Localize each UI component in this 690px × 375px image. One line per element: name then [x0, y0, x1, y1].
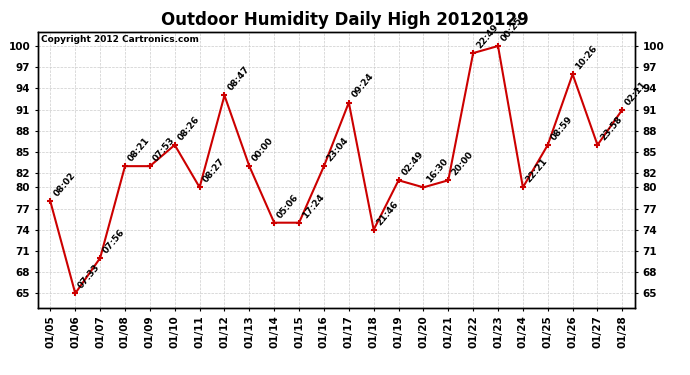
Text: 17:24: 17:24 — [300, 192, 326, 220]
Text: 23:04: 23:04 — [325, 136, 351, 164]
Text: 02:49: 02:49 — [400, 150, 425, 177]
Text: 02:11: 02:11 — [624, 79, 649, 107]
Text: 08:47: 08:47 — [226, 65, 251, 93]
Text: 20:00: 20:00 — [450, 150, 475, 177]
Text: 00:00: 00:00 — [250, 136, 276, 164]
Text: Outdoor Humidity Daily High 20120129: Outdoor Humidity Daily High 20120129 — [161, 11, 529, 29]
Text: 08:21: 08:21 — [126, 136, 152, 164]
Text: 08:27: 08:27 — [201, 157, 226, 184]
Text: 09:24: 09:24 — [351, 72, 375, 100]
Text: 23:58: 23:58 — [599, 114, 624, 142]
Text: 08:59: 08:59 — [549, 114, 575, 142]
Text: 07:33: 07:33 — [77, 263, 102, 291]
Text: Copyright 2012 Cartronics.com: Copyright 2012 Cartronics.com — [41, 34, 199, 44]
Text: 10:26: 10:26 — [574, 44, 599, 72]
Text: 21:46: 21:46 — [375, 199, 400, 227]
Text: 08:26: 08:26 — [176, 114, 201, 142]
Text: 05:06: 05:06 — [275, 192, 301, 220]
Text: 16:30: 16:30 — [425, 157, 450, 184]
Text: 00:25: 00:25 — [500, 16, 524, 43]
Text: 08:02: 08:02 — [52, 171, 77, 199]
Text: 22:21: 22:21 — [524, 157, 549, 184]
Text: 07:53: 07:53 — [151, 136, 177, 164]
Text: 22:49: 22:49 — [475, 22, 500, 50]
Text: 07:56: 07:56 — [101, 228, 127, 255]
